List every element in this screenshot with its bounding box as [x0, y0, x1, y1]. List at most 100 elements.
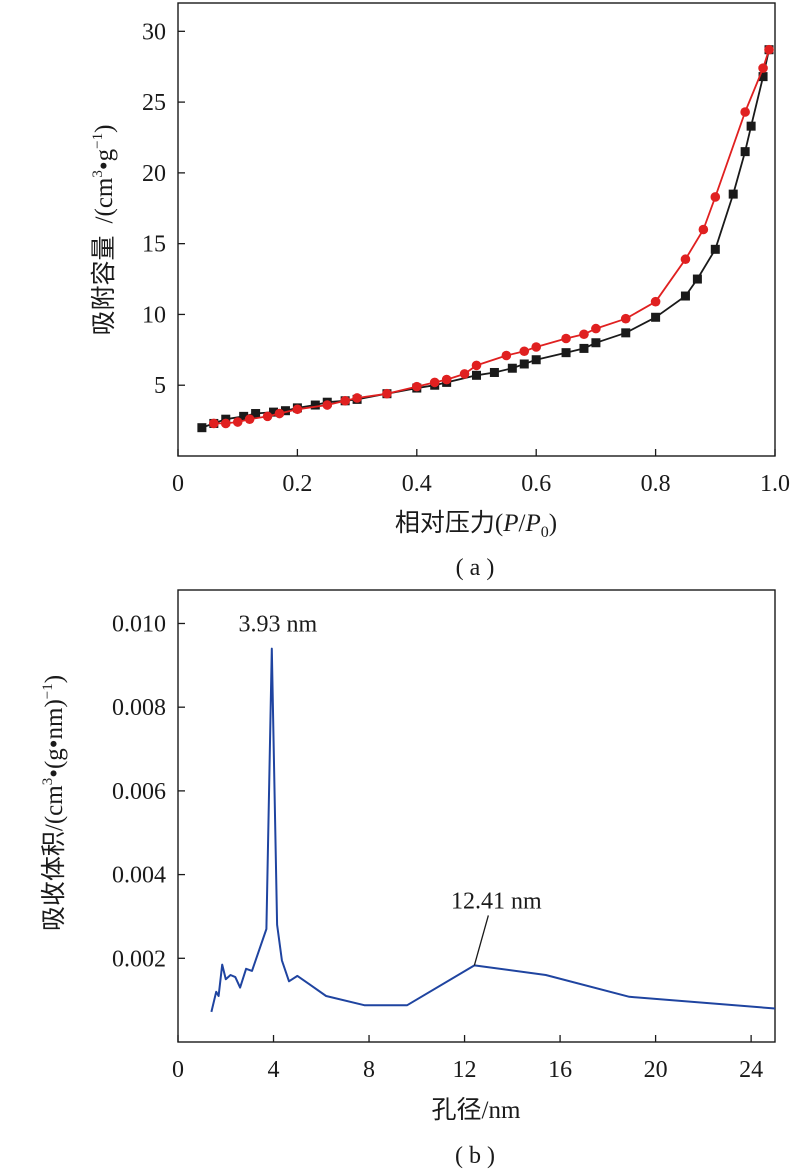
chart-a-series-1-point [239, 411, 249, 421]
chart-a-series-1-point [531, 355, 541, 365]
chart-a-series-2-point [322, 400, 333, 410]
chart-b-annotation-label: 12.41 nm [451, 888, 542, 914]
chart-a-series-2-point [429, 377, 440, 388]
chart-b-y-label-close: ) [41, 675, 68, 683]
chart-b-ticks-layer: 0 4 8 12 16 20 24 0.002 0.004 0.006 0.008 0.010 [112, 611, 763, 1083]
chart-a-y-tick-label: 10 [142, 302, 166, 328]
chart-b-y-tick-label: 0.008 [112, 695, 166, 721]
chart-a-series-2-point [209, 418, 219, 429]
chart-a-series-2-point [579, 329, 589, 340]
chart-a-series-2-point [698, 224, 709, 235]
chart-b: 0 4 8 12 16 20 24 0.002 0.004 0.006 0.008 0.010 3.9… [40, 589, 776, 1169]
chart-a-series-2-point [274, 408, 285, 419]
chart-a-series-1-point [651, 312, 661, 322]
chart-b-y-tick-label: 0.002 [112, 946, 166, 972]
chart-a-series-2-point [680, 254, 691, 265]
chart-a-series-2-point [531, 342, 541, 352]
chart-b-annotations-layer: 3.93 nm 12.41 nm [239, 612, 542, 966]
chart-a-x-label-P0: P [524, 510, 540, 537]
chart-a-x-label-slash: / [519, 510, 526, 537]
chart-b-x-tick-label: 20 [644, 1057, 668, 1083]
chart-a-x-tick-label: 0.6 [521, 471, 551, 497]
chart-a-series-2-point [412, 381, 422, 392]
chart-b-y-tick-label: 0.010 [112, 611, 166, 637]
chart-b-y-label-sup3: 3 [40, 778, 56, 786]
chart-a-series-2-point [650, 296, 661, 307]
chart-a-series-1-point [758, 72, 768, 82]
chart-a-series-2-point [501, 350, 512, 361]
chart-a-series-1-point [472, 370, 481, 380]
chart-a-series-1-point [519, 359, 529, 369]
chart-a-y-tick-label: 25 [142, 90, 166, 116]
chart-a-series-2-point [459, 369, 470, 379]
chart-a-y-tick-label: 5 [154, 373, 166, 399]
chart-a-series-layer [197, 44, 774, 433]
chart-b-y-tick-label: 0.004 [112, 863, 166, 889]
chart-a-y-tick-label: 20 [142, 161, 166, 187]
chart-a-x-label-P: P [502, 510, 518, 537]
chart-b-annotation-leader [473, 915, 489, 966]
chart-a-series-2-point [262, 411, 273, 422]
chart-b-x-tick-label: 12 [453, 1057, 477, 1083]
chart-a-series-1-point [561, 348, 571, 358]
chart-a-series-1-point [489, 367, 499, 377]
chart-a: 0 0.2 0.4 0.6 0.8 1.0 5 10 15 20 25 30 吸附容量 /(cm3•g−… [90, 2, 790, 581]
chart-a-series-1-point [710, 244, 720, 254]
chart-a-series-1-point [579, 343, 589, 353]
chart-a-x-tick-label: 0 [172, 471, 184, 497]
chart-b-series-layer [210, 647, 776, 1013]
chart-a-plot-frame [177, 2, 776, 457]
chart-a-y-label-unit-sup: −1 [90, 133, 106, 149]
chart-a-x-label-close: ) [549, 510, 557, 537]
chart-a-series-1-point [680, 291, 690, 301]
chart-b-caption: ( b ) [455, 1143, 495, 1169]
chart-a-series-2-point [292, 404, 303, 415]
chart-a-series-2-point [620, 313, 631, 324]
chart-b-x-tick-label: 8 [363, 1057, 375, 1083]
chart-a-series-2-point [441, 374, 452, 385]
chart-a-series-1-point [728, 189, 738, 199]
chart-a-series-2-point [220, 418, 231, 429]
chart-b-y-tick-label: 0.006 [112, 779, 166, 805]
chart-a-x-label-text: 相对压力( [395, 509, 503, 537]
chart-b-y-label-pre: 吸收体积/(cm [40, 785, 68, 931]
chart-a-y-label-unit-close: ) [91, 125, 118, 133]
chart-a-series-2-point [382, 388, 392, 399]
chart-a-x-axis-label: 相对压力(P/P0) [395, 509, 557, 541]
chart-a-y-label-unit-pre: /(cm [91, 177, 118, 223]
chart-a-series-1-point [591, 338, 601, 348]
chart-a-series-1-point [251, 409, 261, 419]
chart-a-series-1-point [197, 423, 207, 433]
chart-a-caption: ( a ) [456, 555, 495, 581]
chart-a-series-2-point [561, 333, 571, 344]
chart-b-x-tick-label: 0 [172, 1057, 184, 1083]
chart-a-series-1-line [201, 49, 770, 429]
chart-a-series-1-point [269, 407, 279, 417]
chart-a-y-label-unit-mid: •g [91, 148, 118, 170]
chart-a-x-tick-label: 0.2 [282, 471, 312, 497]
chart-b-y-label-sup: −1 [40, 683, 56, 699]
chart-a-series-2-point [519, 346, 530, 357]
chart-a-y-tick-label: 15 [142, 232, 166, 258]
chart-b-x-axis-label: 孔径/nm [432, 1096, 521, 1124]
chart-a-x-label-sub: 0 [541, 524, 549, 541]
chart-a-series-2-point [764, 44, 774, 55]
chart-a-series-1-point [507, 363, 517, 373]
chart-a-series-2-point [710, 192, 721, 202]
chart-a-series-1-point [740, 147, 750, 157]
chart-b-x-tick-label: 24 [739, 1057, 763, 1083]
chart-b-series-1-line [210, 647, 776, 1013]
chart-b-x-tick-label: 16 [548, 1057, 572, 1083]
chart-a-x-tick-label: 0.4 [402, 471, 432, 497]
chart-a-series-1-point [746, 121, 756, 131]
chart-b-annotation-label: 3.93 nm [239, 612, 318, 638]
chart-b-y-axis-label: 吸收体积/(cm3•(g•nm)−1) [40, 675, 68, 931]
chart-b-x-tick-label: 4 [268, 1057, 280, 1083]
chart-a-y-tick-label: 30 [142, 19, 166, 45]
chart-a-x-tick-label: 0.8 [641, 471, 671, 497]
chart-a-series-2-point [471, 360, 482, 371]
chart-a-series-2-point [591, 323, 601, 334]
chart-a-series-1-point [310, 400, 320, 410]
chart-a-y-label-text: 吸附容量 [90, 235, 118, 335]
